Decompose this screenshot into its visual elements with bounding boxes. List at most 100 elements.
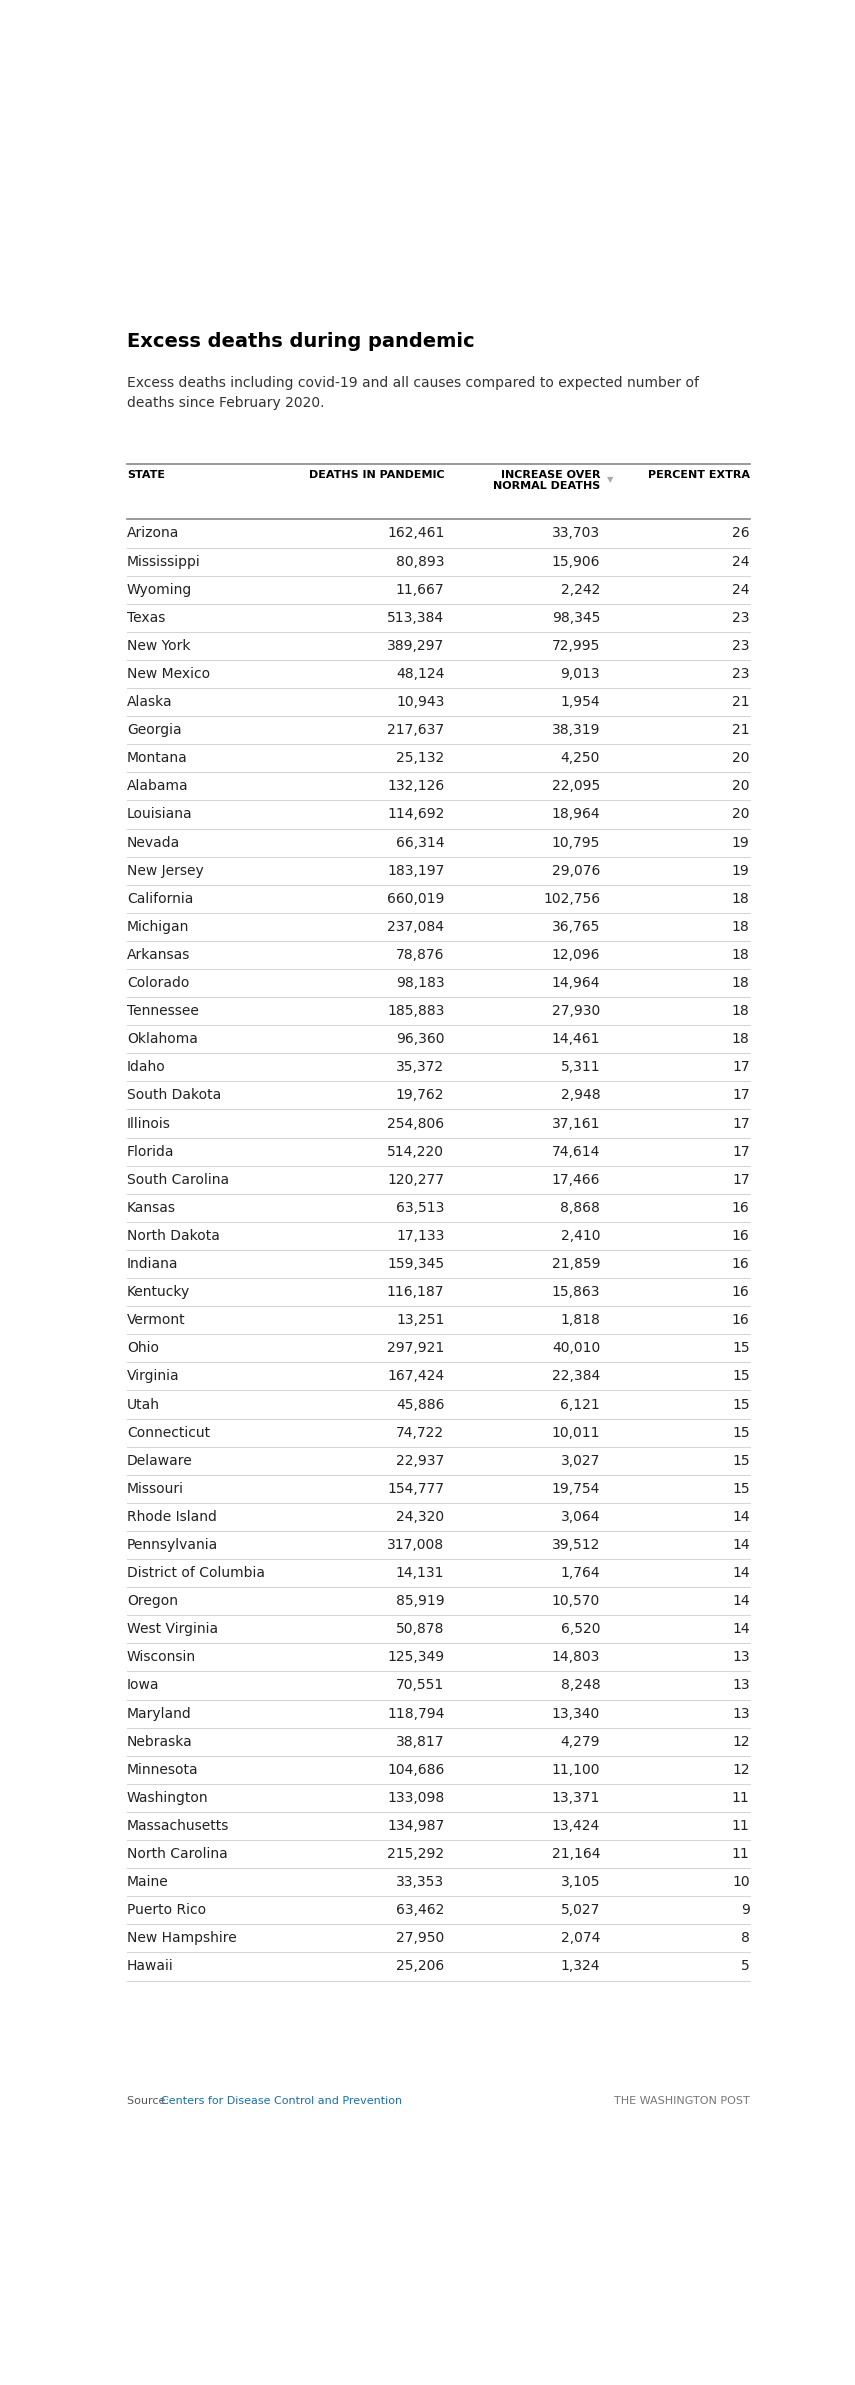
Text: 20: 20: [732, 751, 750, 766]
Text: Centers for Disease Control and Prevention: Centers for Disease Control and Preventi…: [162, 2096, 403, 2106]
Text: New Hampshire: New Hampshire: [127, 1932, 237, 1946]
Text: 18: 18: [732, 1004, 750, 1018]
Text: 13,340: 13,340: [551, 1708, 600, 1720]
Text: 23: 23: [732, 639, 750, 653]
Text: 19,754: 19,754: [551, 1481, 600, 1495]
Text: 98,183: 98,183: [396, 975, 445, 990]
Text: Tennessee: Tennessee: [127, 1004, 198, 1018]
Text: Idaho: Idaho: [127, 1061, 166, 1073]
Text: 102,756: 102,756: [543, 892, 600, 906]
Text: 85,919: 85,919: [396, 1593, 445, 1607]
Text: 10,943: 10,943: [396, 694, 445, 708]
Text: 3,064: 3,064: [561, 1510, 600, 1524]
Text: 125,349: 125,349: [387, 1650, 445, 1665]
Text: 11,667: 11,667: [396, 582, 445, 596]
Text: Maine: Maine: [127, 1875, 168, 1889]
Text: 8: 8: [740, 1932, 750, 1946]
Text: 254,806: 254,806: [387, 1116, 445, 1130]
Text: 12: 12: [732, 1763, 750, 1777]
Text: 5: 5: [741, 1960, 750, 1972]
Text: 21: 21: [732, 723, 750, 737]
Text: 14,461: 14,461: [551, 1033, 600, 1047]
Text: 11: 11: [732, 1846, 750, 1860]
Text: 5,311: 5,311: [561, 1061, 600, 1073]
Text: 134,987: 134,987: [387, 1820, 445, 1834]
Text: 15: 15: [732, 1369, 750, 1383]
Text: 33,703: 33,703: [552, 527, 600, 541]
Text: Louisiana: Louisiana: [127, 809, 192, 820]
Text: Delaware: Delaware: [127, 1455, 192, 1467]
Text: Massachusetts: Massachusetts: [127, 1820, 229, 1834]
Text: 74,722: 74,722: [396, 1426, 445, 1441]
Text: South Carolina: South Carolina: [127, 1173, 229, 1188]
Text: 17: 17: [732, 1145, 750, 1159]
Text: 8,868: 8,868: [560, 1200, 600, 1214]
Text: 10: 10: [732, 1875, 750, 1889]
Text: 72,995: 72,995: [551, 639, 600, 653]
Text: 23: 23: [732, 668, 750, 682]
Text: 154,777: 154,777: [387, 1481, 445, 1495]
Text: 133,098: 133,098: [387, 1791, 445, 1805]
Text: 37,161: 37,161: [551, 1116, 600, 1130]
Text: 15: 15: [732, 1455, 750, 1467]
Text: California: California: [127, 892, 193, 906]
Text: 50,878: 50,878: [396, 1622, 445, 1636]
Text: 297,921: 297,921: [387, 1340, 445, 1355]
Text: 3,105: 3,105: [561, 1875, 600, 1889]
Text: 45,886: 45,886: [396, 1398, 445, 1412]
Text: 16: 16: [732, 1200, 750, 1214]
Text: 19: 19: [732, 835, 750, 849]
Text: 27,930: 27,930: [551, 1004, 600, 1018]
Text: 15,863: 15,863: [551, 1286, 600, 1300]
Text: Missouri: Missouri: [127, 1481, 184, 1495]
Text: 13: 13: [732, 1650, 750, 1665]
Text: New Jersey: New Jersey: [127, 863, 203, 878]
Text: 4,250: 4,250: [561, 751, 600, 766]
Text: 12: 12: [732, 1734, 750, 1748]
Text: 132,126: 132,126: [387, 780, 445, 794]
Text: Mississippi: Mississippi: [127, 556, 201, 568]
Text: 14: 14: [732, 1538, 750, 1553]
Text: 21: 21: [732, 694, 750, 708]
Text: 15: 15: [732, 1340, 750, 1355]
Text: 20: 20: [732, 809, 750, 820]
Text: 2,948: 2,948: [561, 1088, 600, 1102]
Text: 2,410: 2,410: [561, 1228, 600, 1243]
Text: Maryland: Maryland: [127, 1708, 192, 1720]
Text: 11: 11: [732, 1791, 750, 1805]
Text: 116,187: 116,187: [387, 1286, 445, 1300]
Text: 24: 24: [732, 556, 750, 568]
Text: Montana: Montana: [127, 751, 187, 766]
Text: 18: 18: [732, 947, 750, 961]
Text: 114,692: 114,692: [387, 809, 445, 820]
Text: 120,277: 120,277: [387, 1173, 445, 1188]
Text: 1,324: 1,324: [561, 1960, 600, 1972]
Text: Nevada: Nevada: [127, 835, 180, 849]
Text: 20: 20: [732, 780, 750, 794]
Text: Arizona: Arizona: [127, 527, 180, 541]
Text: 14: 14: [732, 1593, 750, 1607]
Text: 16: 16: [732, 1314, 750, 1326]
Text: 118,794: 118,794: [387, 1708, 445, 1720]
Text: Vermont: Vermont: [127, 1314, 186, 1326]
Text: Source:: Source:: [127, 2096, 172, 2106]
Text: West Virginia: West Virginia: [127, 1622, 218, 1636]
Text: 24,320: 24,320: [396, 1510, 445, 1524]
Text: 15: 15: [732, 1398, 750, 1412]
Text: 9,013: 9,013: [561, 668, 600, 682]
Text: 14: 14: [732, 1510, 750, 1524]
Text: 18,964: 18,964: [551, 809, 600, 820]
Text: Indiana: Indiana: [127, 1257, 178, 1271]
Text: 39,512: 39,512: [551, 1538, 600, 1553]
Text: 1,818: 1,818: [560, 1314, 600, 1326]
Text: 11,100: 11,100: [551, 1763, 600, 1777]
Text: 21,859: 21,859: [551, 1257, 600, 1271]
Text: Colorado: Colorado: [127, 975, 189, 990]
Text: 35,372: 35,372: [396, 1061, 445, 1073]
Text: 33,353: 33,353: [396, 1875, 445, 1889]
Text: 63,513: 63,513: [396, 1200, 445, 1214]
Text: 237,084: 237,084: [387, 921, 445, 935]
Text: 8,248: 8,248: [561, 1679, 600, 1693]
Text: 10,570: 10,570: [551, 1593, 600, 1607]
Text: DEATHS IN PANDEMIC: DEATHS IN PANDEMIC: [309, 470, 445, 479]
